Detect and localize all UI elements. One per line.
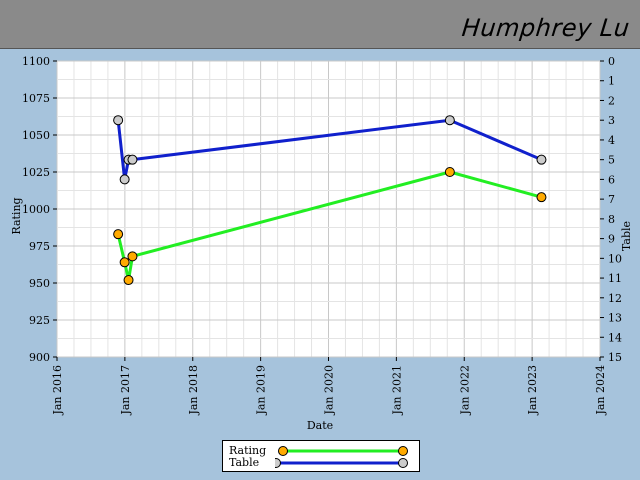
x-tick-label: Jan 2020 [323,365,336,416]
table-point [536,154,547,165]
y-tick-label: 925 [29,314,50,327]
y2-axis-title: Table [620,221,633,251]
x-tick-label: Jan 2022 [458,365,471,416]
table-point [113,115,124,126]
y2-tick-label: 7 [608,193,615,206]
rating-point [113,229,124,240]
table-point [444,115,455,126]
legend: Rating Table [222,440,420,472]
legend-table-swatch [275,458,408,468]
y-tick-label: 1050 [22,129,50,142]
x-tick-label: Jan 2018 [187,365,200,416]
x-tick-label: Jan 2023 [526,365,539,416]
x-tick-label: Jan 2021 [390,365,403,416]
x-tick-label: Jan 2019 [255,365,268,416]
header-bar: Humphrey Lu [0,0,640,49]
legend-rating: Rating [229,444,417,458]
y-tick-label: 1100 [22,55,50,68]
y2-tick-label: 13 [608,312,622,325]
rating-point [123,275,134,286]
y2-tick-label: 8 [608,213,615,226]
x-tick-label: Jan 2017 [119,365,132,416]
y2-tick-label: 6 [608,173,615,186]
y-tick-label: 1025 [22,166,50,179]
y-axis-title: Rating [10,197,23,234]
y-tick-label: 1075 [22,92,50,105]
y-tick-label: 900 [29,351,50,364]
rating-point [119,257,130,268]
y2-tick-label: 0 [608,55,615,68]
y2-tick-label: 4 [608,134,615,147]
rating-point [127,251,138,262]
y2-tick-label: 12 [608,292,622,305]
legend-table-label: Table [229,456,260,469]
y2-tick-label: 1 [608,75,615,88]
legend-rating-label: Rating [229,444,267,457]
rating-point [536,192,547,203]
y-tick-label: 975 [29,240,50,253]
y2-tick-label: 3 [608,114,615,127]
y2-tick-label: 10 [608,252,622,265]
x-tick-label: Jan 2016 [51,365,64,416]
y-tick-label: 1000 [22,203,50,216]
x-axis-title: Date [307,419,333,432]
series-layer [113,115,547,286]
rating-point [444,167,455,177]
table-point [127,154,138,165]
table-point [119,174,130,185]
y2-tick-label: 9 [608,233,615,246]
y2-tick-label: 2 [608,94,615,107]
y2-tick-label: 11 [608,272,622,285]
x-tick-label: Jan 2024 [594,365,607,416]
y2-tick-label: 5 [608,154,615,167]
legend-table: Table [229,456,417,470]
legend-rating-swatch [278,446,408,456]
y2-tick-label: 14 [608,331,622,344]
y-tick-label: 950 [29,277,50,290]
y2-tick-label: 15 [608,351,622,364]
grid [56,60,601,358]
